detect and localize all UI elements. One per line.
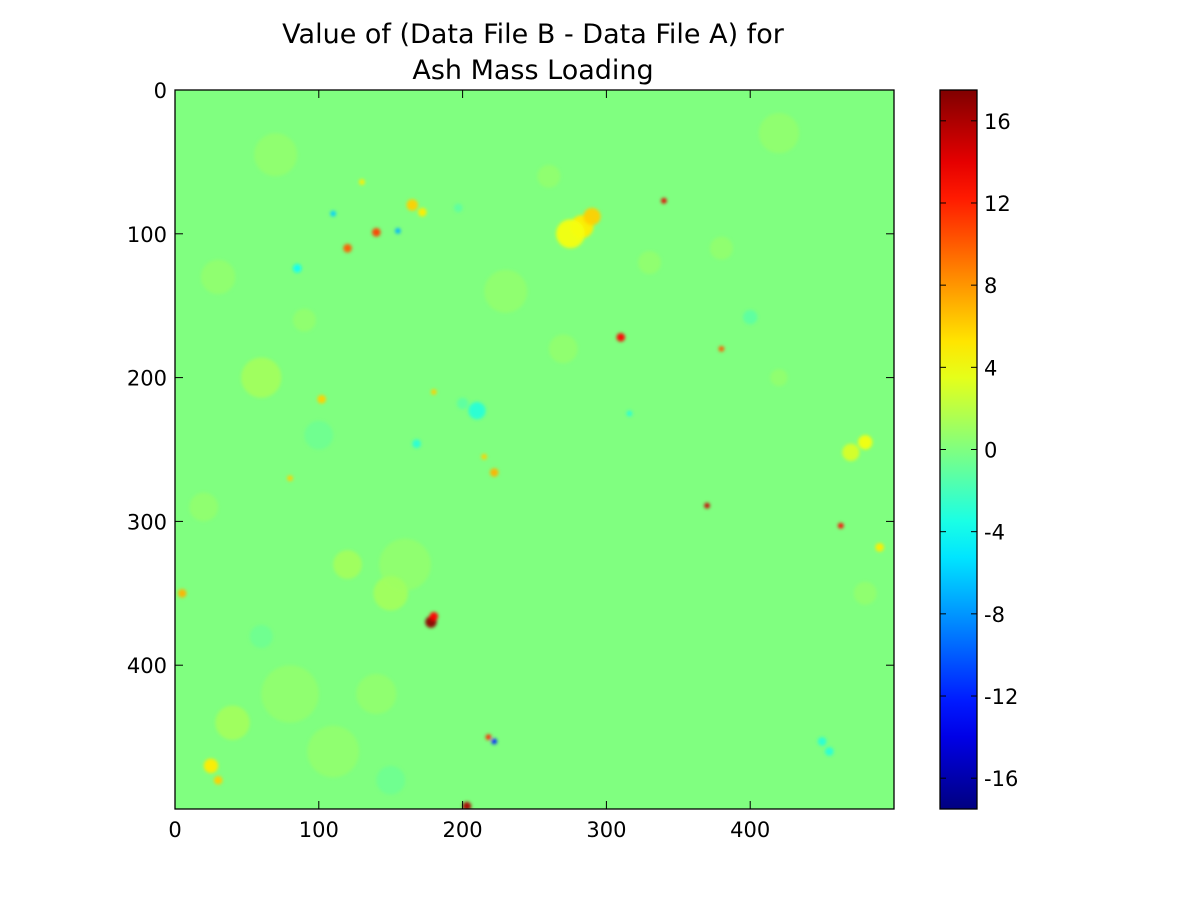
- chart-title-line-1: Value of (Data File B - Data File A) for: [282, 19, 785, 50]
- colorbar: 16 12 8 4 0 -4 -8 -12 -16: [939, 89, 1018, 810]
- heatmap-feature: [842, 443, 860, 462]
- colorbar-tick-label: -4: [984, 521, 1005, 545]
- heatmap-feature: [758, 113, 800, 154]
- chart-title-line-2: Ash Mass Loading: [412, 55, 653, 86]
- heatmap-feature: [200, 259, 236, 295]
- heatmap-feature: [372, 228, 381, 237]
- heatmap-feature: [489, 468, 499, 477]
- heatmap-feature: [583, 207, 601, 226]
- heatmap-feature: [261, 665, 319, 723]
- heatmap-feature: [491, 738, 498, 745]
- heatmap-feature: [638, 251, 662, 275]
- heatmap-feature: [858, 435, 873, 450]
- x-tick-label: 100: [299, 818, 339, 842]
- heatmap-feature: [330, 210, 337, 217]
- heatmap-feature: [462, 801, 472, 809]
- heatmap-feature: [453, 203, 463, 213]
- heatmap-feature: [379, 538, 431, 591]
- x-tick-label: 0: [168, 818, 181, 842]
- heatmap-feature: [412, 439, 421, 449]
- heatmap-feature: [853, 581, 877, 605]
- heatmap-feature: [704, 502, 710, 509]
- y-tick-label: 200: [127, 367, 167, 391]
- heatmap-feature: [343, 243, 352, 253]
- heatmap-feature: [215, 705, 250, 740]
- heatmap-feature: [287, 475, 293, 482]
- colorbar-tick-label: -8: [984, 603, 1005, 627]
- heatmap-feature: [333, 550, 362, 579]
- heatmap-feature: [241, 357, 282, 398]
- heatmap-feature: [213, 775, 223, 785]
- heatmap-feature: [359, 179, 365, 185]
- colorbar-tick-label: 16: [984, 110, 1011, 134]
- x-tick-label: 300: [586, 818, 626, 842]
- heatmap-feature: [824, 747, 834, 756]
- colorbar-tick-label: 12: [984, 192, 1011, 216]
- heatmap-plot-area: [174, 89, 895, 810]
- heatmap-feature: [548, 334, 578, 364]
- heatmap-feature: [203, 758, 219, 774]
- heatmap-feature: [189, 492, 219, 522]
- heatmap-feature: [376, 765, 406, 795]
- y-tick-label: 100: [127, 223, 167, 247]
- heatmap-feature: [837, 522, 844, 529]
- heatmap-feature: [307, 725, 360, 778]
- x-tick-label: 400: [730, 818, 770, 842]
- heatmap-feature: [292, 308, 316, 332]
- heatmap-feature: [468, 402, 486, 420]
- heatmap-feature: [770, 368, 788, 387]
- heatmap-feature: [743, 310, 758, 325]
- heatmap-features: [177, 113, 884, 809]
- heatmap-feature: [429, 611, 439, 621]
- heatmap-feature: [418, 207, 427, 217]
- plot-frame: [174, 89, 895, 810]
- heatmap-feature: [718, 345, 725, 352]
- heatmap-feature: [481, 453, 488, 460]
- heatmap-feature: [249, 624, 273, 648]
- colorbar-tick-label: 8: [984, 274, 997, 298]
- heatmap-feature: [537, 164, 561, 188]
- y-tick-label: 400: [127, 654, 167, 678]
- colorbar-tick-label: -16: [984, 767, 1018, 791]
- heatmap-feature: [395, 228, 401, 234]
- heatmap-feature: [709, 236, 733, 260]
- heatmap-feature: [304, 420, 334, 450]
- heatmap-feature: [292, 263, 302, 273]
- heatmap-feature: [556, 219, 585, 249]
- colorbar-tick-label: 0: [984, 439, 997, 463]
- heatmap-feature: [356, 673, 397, 715]
- heatmap-feature: [456, 397, 469, 410]
- colorbar-tick-label: -12: [984, 685, 1018, 709]
- heatmap-feature: [484, 269, 528, 313]
- x-axis: 0 100 200 300 400: [168, 90, 770, 842]
- heatmap-feature: [177, 588, 187, 598]
- y-tick-label: 0: [154, 79, 167, 103]
- colorbar-gradient: [939, 89, 978, 810]
- heatmap-feature: [817, 737, 827, 746]
- heatmap-feature: [485, 734, 492, 740]
- y-axis: 0 100 200 300 400: [127, 79, 894, 678]
- colorbar-ticks: 16 12 8 4 0 -4 -8 -12 -16: [940, 110, 1018, 791]
- heatmap-feature: [661, 197, 667, 204]
- heatmap-feature: [254, 133, 298, 177]
- heatmap-feature: [626, 410, 633, 417]
- y-tick-label: 300: [127, 510, 167, 534]
- heatmap-feature: [616, 333, 626, 342]
- colorbar-tick-label: 4: [984, 356, 997, 380]
- heatmap-feature: [406, 199, 419, 211]
- heatmap-feature: [317, 394, 326, 404]
- x-tick-label: 200: [443, 818, 483, 842]
- heatmap-feature: [875, 542, 884, 552]
- heatmap-feature: [430, 389, 437, 395]
